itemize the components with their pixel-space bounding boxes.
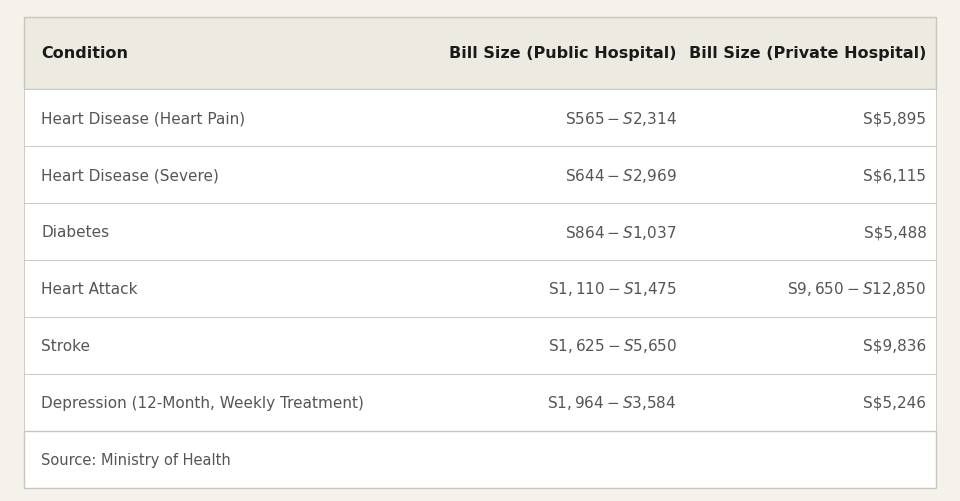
FancyBboxPatch shape: [24, 147, 936, 204]
Text: S$1,964-S$3,584: S$1,964-S$3,584: [547, 393, 677, 411]
Text: Bill Size (Public Hospital): Bill Size (Public Hospital): [449, 47, 677, 61]
FancyBboxPatch shape: [24, 317, 936, 374]
Text: S$864-S$1,037: S$864-S$1,037: [565, 223, 677, 241]
Text: Heart Attack: Heart Attack: [41, 282, 138, 297]
Text: Stroke: Stroke: [41, 338, 90, 353]
Text: Heart Disease (Severe): Heart Disease (Severe): [41, 168, 219, 183]
Text: Diabetes: Diabetes: [41, 224, 109, 239]
Text: S$9,650-S$12,850: S$9,650-S$12,850: [787, 280, 926, 298]
Text: S$5,246: S$5,246: [863, 395, 926, 410]
Text: Bill Size (Private Hospital): Bill Size (Private Hospital): [689, 47, 926, 61]
Text: Heart Disease (Heart Pain): Heart Disease (Heart Pain): [41, 111, 246, 126]
Text: S$1,625-S$5,650: S$1,625-S$5,650: [547, 337, 677, 355]
Text: S$5,895: S$5,895: [863, 111, 926, 126]
Text: Source: Ministry of Health: Source: Ministry of Health: [41, 452, 231, 467]
FancyBboxPatch shape: [24, 374, 936, 431]
Text: S$644-S$2,969: S$644-S$2,969: [565, 166, 677, 184]
Text: S$9,836: S$9,836: [863, 338, 926, 353]
FancyBboxPatch shape: [24, 261, 936, 317]
FancyBboxPatch shape: [24, 90, 936, 147]
Text: S$1,110-S$1,475: S$1,110-S$1,475: [548, 280, 677, 298]
FancyBboxPatch shape: [24, 204, 936, 261]
Text: S$565-S$2,314: S$565-S$2,314: [564, 110, 677, 128]
Text: S$6,115: S$6,115: [863, 168, 926, 183]
Text: Condition: Condition: [41, 47, 129, 61]
FancyBboxPatch shape: [24, 18, 936, 90]
Text: Depression (12-Month, Weekly Treatment): Depression (12-Month, Weekly Treatment): [41, 395, 364, 410]
Text: S$5,488: S$5,488: [864, 224, 926, 239]
FancyBboxPatch shape: [24, 431, 936, 488]
